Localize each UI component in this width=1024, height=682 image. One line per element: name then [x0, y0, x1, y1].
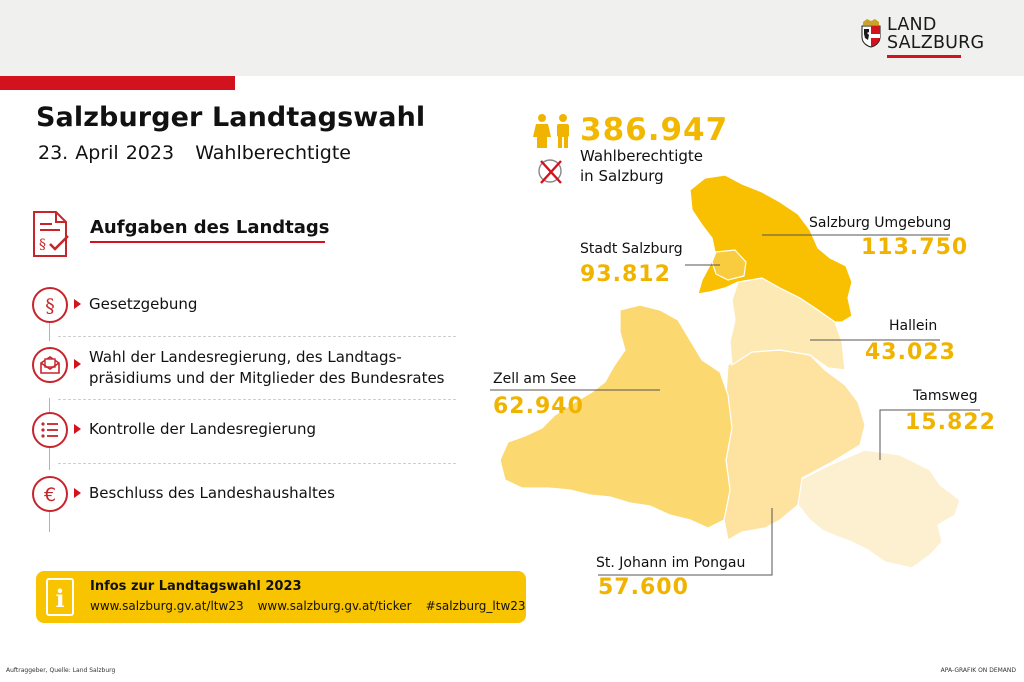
- land-salzburg-logo: LAND SALZBURG: [860, 16, 990, 62]
- divider: [58, 399, 456, 400]
- leader-tamsweg: [879, 409, 980, 460]
- label-salzburg-umgebung: Salzburg Umgebung: [809, 215, 952, 231]
- task-label: Wahl der Landesregierung, des Landtags- …: [89, 347, 445, 389]
- link-ticker[interactable]: www.salzburg.gv.at/ticker: [257, 599, 412, 613]
- bullet-arrow-icon: [74, 299, 81, 309]
- law-document-icon: §: [33, 211, 69, 257]
- info-box: i Infos zur Landtagswahl 2023 www.salzbu…: [36, 571, 526, 623]
- salzburg-district-map: [490, 174, 980, 576]
- value-stadt-salzburg: 93.812: [580, 262, 671, 287]
- credit-note: APA-GRAFIK ON DEMAND: [940, 667, 1016, 674]
- label-st-johann: St. Johann im Pongau: [596, 555, 746, 571]
- svg-text:§: §: [45, 295, 55, 317]
- value-hallein: 43.023: [865, 340, 956, 365]
- task-label: Gesetzgebung: [89, 295, 198, 313]
- page-title: Salzburger Landtagswahl: [36, 102, 426, 133]
- task-item-legislation: § Gesetzgebung: [32, 287, 456, 341]
- region-tamsweg: [797, 449, 961, 569]
- header-band: [0, 0, 1024, 76]
- subtitle-text: Wahlberechtigte: [195, 142, 351, 164]
- logo-line-2: SALZBURG: [887, 33, 985, 53]
- paragraph-icon: §: [32, 287, 68, 323]
- value-tamsweg: 15.822: [905, 410, 996, 435]
- link-ltw23[interactable]: www.salzburg.gv.at/ltw23: [90, 599, 244, 613]
- task-label: Beschluss des Landeshaushaltes: [89, 484, 335, 502]
- label-stadt-salzburg: Stadt Salzburg: [580, 241, 683, 257]
- task-label-line-2: präsidiums und der Mitglieder des Bundes…: [89, 369, 445, 387]
- bullet-arrow-icon: [74, 424, 81, 434]
- page-subtitle: 23. April 2023 Wahlberechtigte: [38, 142, 351, 164]
- task-item-budget: € Beschluss des Landeshaushaltes: [32, 476, 456, 532]
- logo-wordmark: LAND SALZBURG: [887, 16, 984, 52]
- bullet-arrow-icon: [74, 359, 81, 369]
- tasks-heading: Aufgaben des Landtags: [90, 217, 330, 238]
- ballot-cross-icon: [538, 159, 562, 184]
- label-tamsweg: Tamsweg: [913, 388, 978, 404]
- total-voters-value: 386.947: [580, 112, 729, 148]
- task-item-election: Wahl der Landesregierung, des Landtags- …: [32, 347, 456, 395]
- value-zell-am-see: 62.940: [493, 394, 584, 419]
- election-date: 23. April 2023: [38, 142, 175, 164]
- hashtag: #salzburg_ltw23: [425, 599, 526, 613]
- info-icon: i: [46, 578, 74, 616]
- source-note: Auftraggeber, Quelle: Land Salzburg: [6, 667, 116, 674]
- checklist-icon: [32, 412, 68, 448]
- task-label-line-1: Wahl der Landesregierung, des Landtags-: [89, 348, 402, 366]
- bullet-arrow-icon: [74, 488, 81, 498]
- label-zell-am-see: Zell am See: [493, 371, 577, 387]
- task-item-control: Kontrolle der Landesregierung: [32, 398, 456, 470]
- divider: [58, 463, 456, 464]
- leader-stjohann: [598, 508, 773, 576]
- value-st-johann: 57.600: [598, 575, 689, 600]
- label-hallein: Hallein: [889, 318, 938, 334]
- svg-text:§: §: [39, 237, 46, 253]
- euro-icon: €: [32, 476, 68, 512]
- info-title: Infos zur Landtagswahl 2023: [90, 579, 302, 594]
- ballot-envelope-icon: [32, 347, 68, 383]
- voters-icon: [533, 114, 569, 148]
- info-links: www.salzburg.gv.at/ltw23 www.salzburg.gv.…: [90, 599, 540, 613]
- divider: [58, 336, 456, 337]
- total-voters-label: Wahlberechtigte in Salzburg: [580, 147, 703, 185]
- logo-underline: [887, 55, 961, 58]
- region-stadt-salzburg: [711, 249, 747, 281]
- svg-text:€: €: [44, 484, 56, 506]
- coat-of-arms-icon: [861, 19, 881, 48]
- tasks-heading-underline: [90, 241, 325, 243]
- task-label: Kontrolle der Landesregierung: [89, 420, 316, 438]
- value-salzburg-umgebung: 113.750: [861, 235, 969, 260]
- region-zell-am-see: [499, 304, 733, 529]
- accent-bar: [0, 76, 235, 90]
- logo-line-1: LAND: [887, 15, 937, 35]
